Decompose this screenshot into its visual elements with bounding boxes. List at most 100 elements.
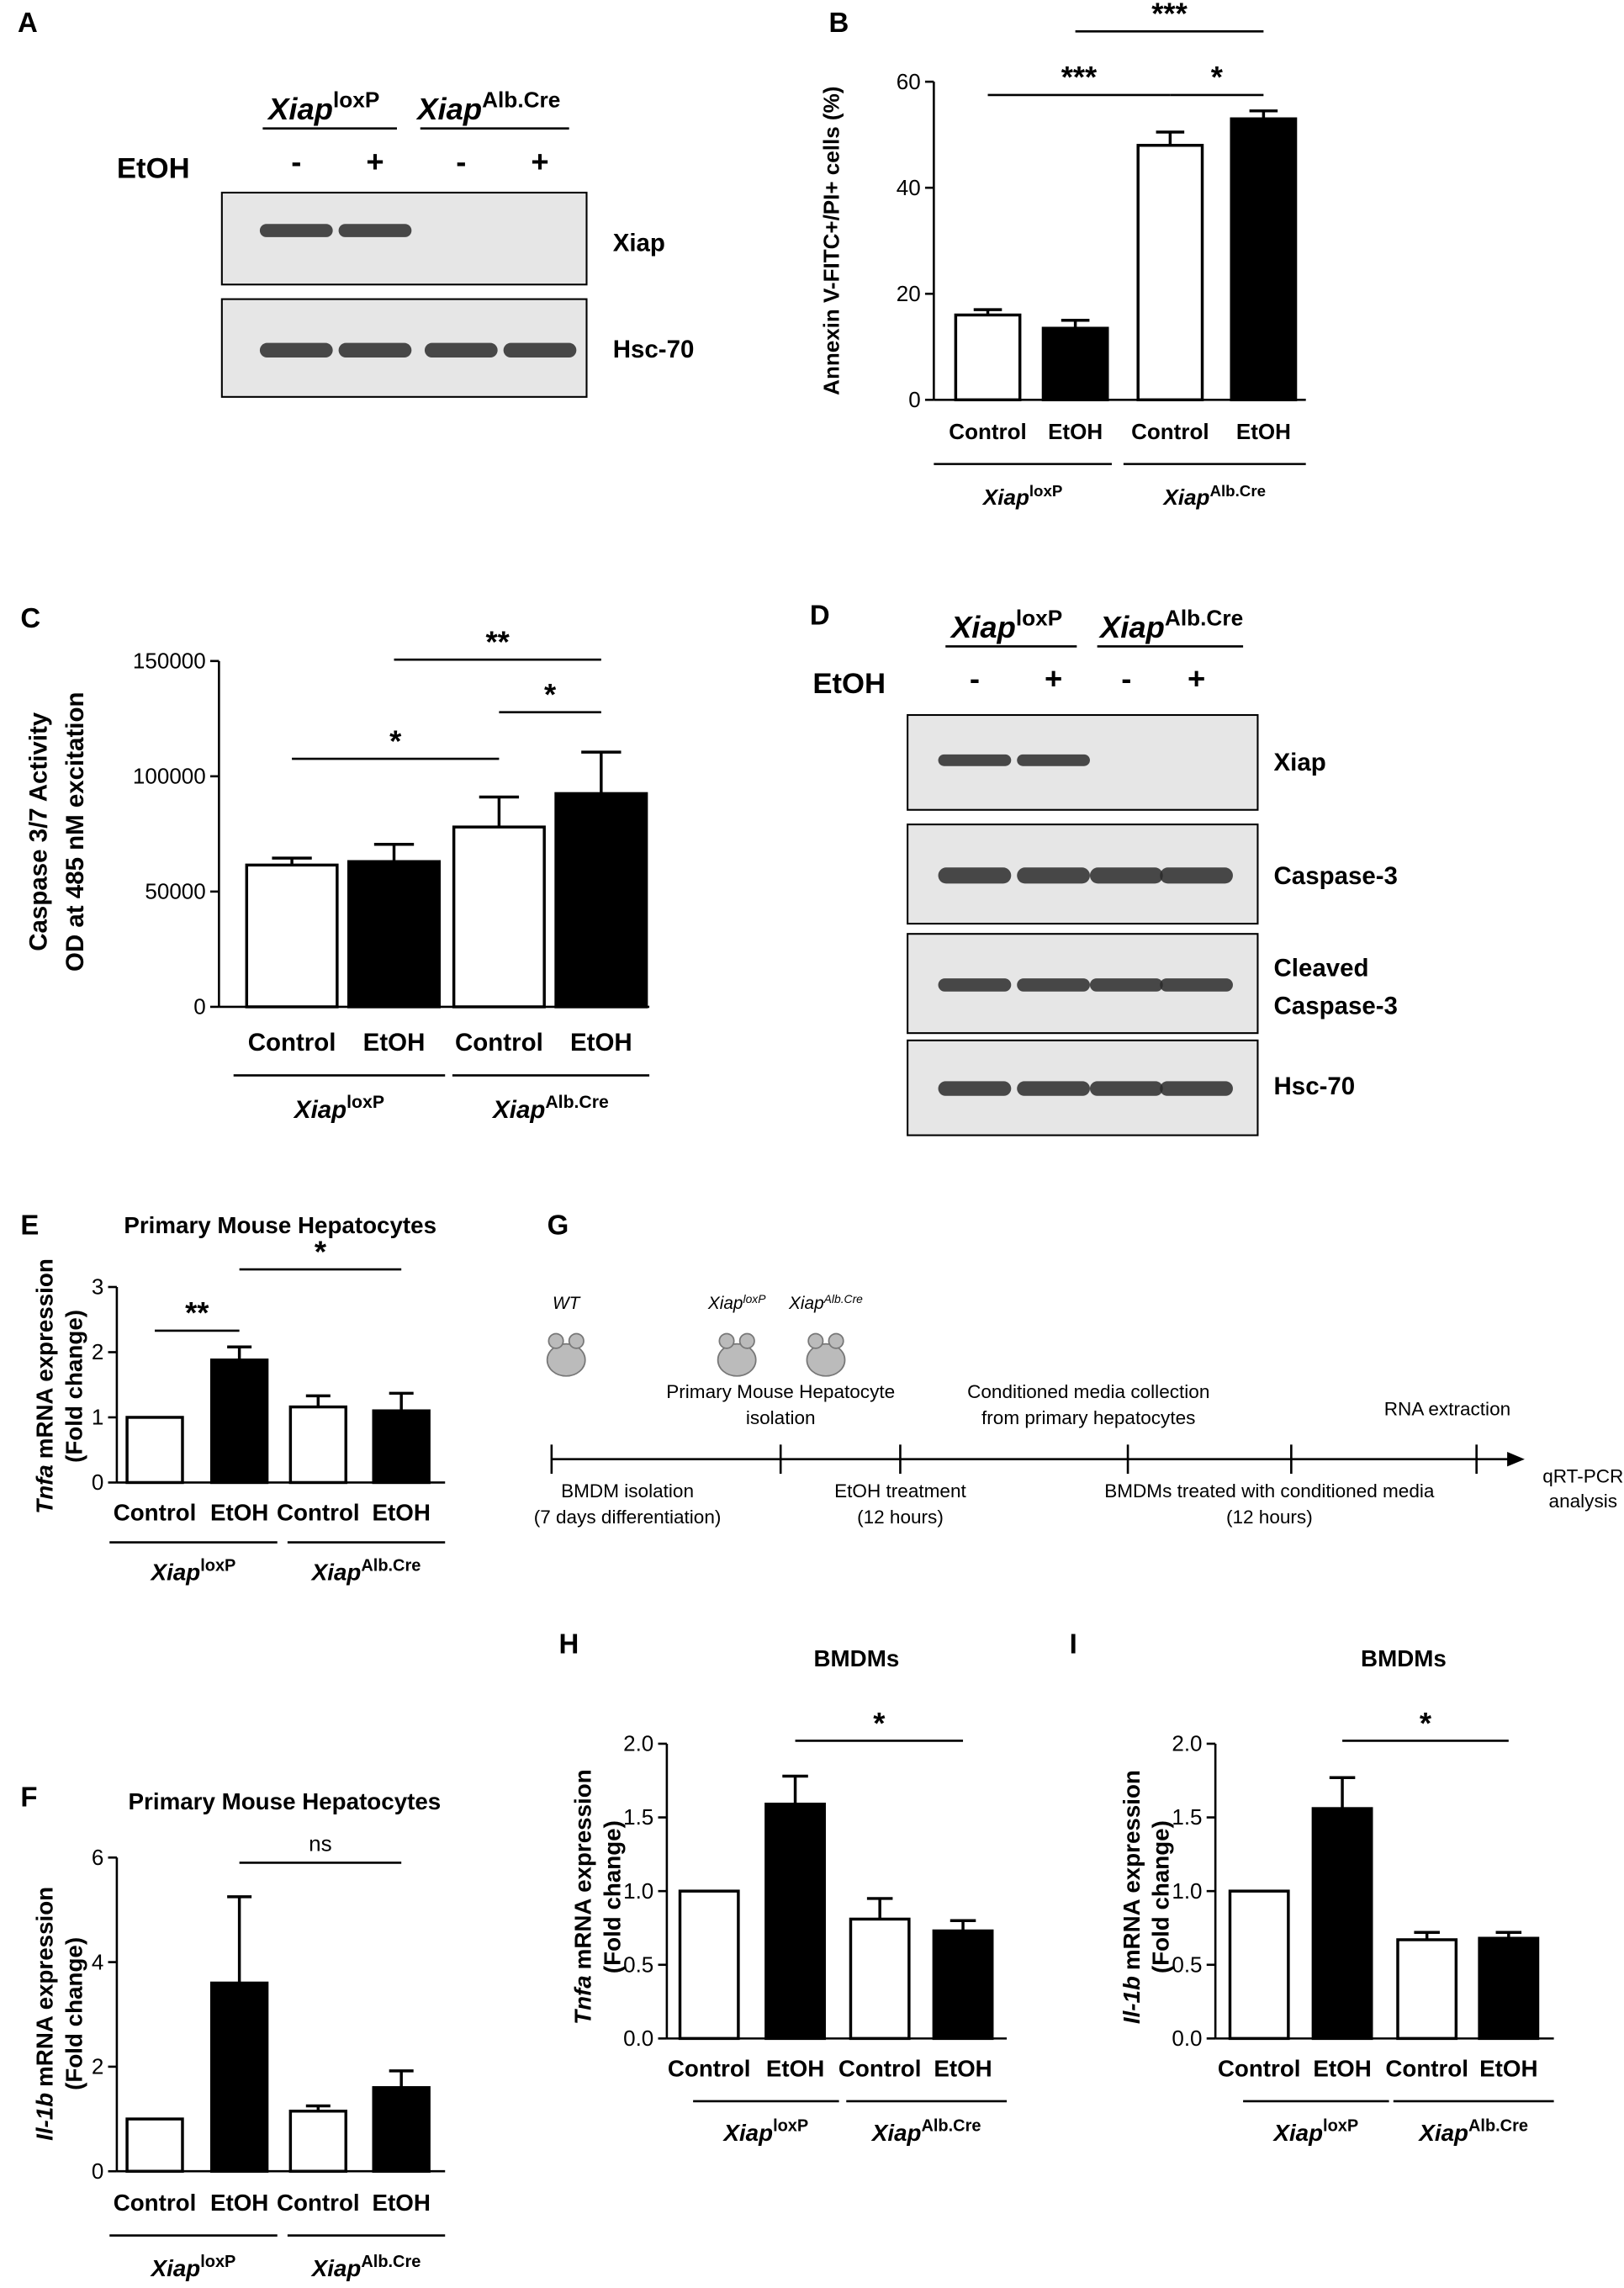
genotype-label: XiaploxP <box>950 605 1062 644</box>
timeline-arrow <box>1507 1452 1525 1467</box>
gene-superscript: Alb.Cre <box>1468 2117 1528 2136</box>
lane-label: + <box>366 145 384 179</box>
step-label: Conditioned media collection <box>967 1381 1209 1402</box>
blot-band <box>1017 978 1090 992</box>
panel-letter: H <box>559 1628 579 1659</box>
end-label: analysis <box>1549 1491 1617 1512</box>
group-label: XiapAlb.Cre <box>310 1557 421 1586</box>
bar <box>1311 1807 1373 2041</box>
step-label: (12 hours) <box>857 1507 944 1528</box>
gene-name: Xiap <box>310 2255 362 2281</box>
step-label: from primary hepatocytes <box>981 1407 1195 1428</box>
lane-label: + <box>1188 661 1205 696</box>
gene-name: Xiap <box>950 610 1016 644</box>
blot-band <box>938 867 1012 884</box>
gene-name: Xiap <box>1272 2120 1323 2146</box>
step-label: Primary Mouse Hepatocyte <box>666 1381 895 1402</box>
y-tick-label: 0 <box>92 1470 103 1495</box>
y-tick-label: 2.0 <box>1172 1731 1202 1756</box>
gene-name: Xiap <box>1162 485 1210 510</box>
x-tick-label: EtOH <box>1313 2055 1371 2081</box>
blot-band <box>938 754 1012 766</box>
y-axis-text: (Fold change) <box>1148 1820 1174 1973</box>
y-axis-text: mRNA expression <box>32 1887 58 2087</box>
group-label: XiaploxP <box>150 1557 236 1586</box>
blot-band <box>1160 867 1233 884</box>
significance-label: *** <box>1061 60 1098 94</box>
gene-superscript: loxP <box>1029 482 1063 500</box>
row-label: Xiap <box>613 229 665 257</box>
x-tick-label: EtOH <box>1048 419 1103 444</box>
blot-band <box>938 978 1012 992</box>
bar <box>1478 1936 1540 2041</box>
bar <box>372 2086 431 2173</box>
significance-label: * <box>389 723 402 758</box>
y-axis-label: Caspase 3/7 Activity <box>25 712 53 951</box>
x-tick-label: Control <box>248 1029 336 1057</box>
panel-letter: I <box>1070 1628 1077 1659</box>
gene-superscript: loxP <box>1323 2117 1358 2136</box>
bar <box>209 1358 269 1485</box>
panel-letter: E <box>20 1210 39 1241</box>
panel-letter: D <box>810 599 830 630</box>
y-tick-label: 0 <box>193 994 205 1020</box>
panel-letter: C <box>20 602 40 633</box>
panel-letter: A <box>18 7 38 38</box>
x-tick-label: Control <box>1218 2055 1301 2081</box>
row-label: Caspase-3 <box>1274 862 1398 890</box>
group-label: XiapAlb.Cre <box>491 1093 609 1124</box>
y-tick-label: 0 <box>908 387 920 412</box>
blot-panel <box>220 191 588 286</box>
step-label: RNA extraction <box>1384 1399 1510 1420</box>
row-label: Caspase-3 <box>1274 993 1398 1020</box>
row-label: Cleaved <box>1274 955 1369 982</box>
gene-superscript: Alb.Cre <box>1209 482 1266 500</box>
chart-title: BMDMs <box>814 1645 900 1671</box>
significance-label: ns <box>309 1831 331 1856</box>
bar <box>452 825 546 1009</box>
blot-band <box>1017 1081 1090 1096</box>
gene-name: Xiap <box>293 1096 346 1124</box>
bar <box>1230 117 1298 402</box>
group-label: XiapAlb.Cre <box>1417 2117 1528 2146</box>
y-tick-label: 3 <box>92 1274 103 1300</box>
y-tick-label: 2 <box>92 1339 103 1364</box>
step-label: BMDMs treated with conditioned media <box>1104 1480 1435 1502</box>
y-axis-gene: Il-1b <box>1119 1976 1145 2024</box>
significance-label: * <box>544 677 557 712</box>
gene-name: Xiap <box>981 485 1029 510</box>
y-tick-label: 4 <box>92 1949 103 1974</box>
blot-band <box>1017 754 1090 766</box>
gene-name: Xiap <box>267 92 333 126</box>
gene-superscript: loxP <box>333 87 379 113</box>
y-axis-text: mRNA expression <box>570 1769 596 1969</box>
mouse-ear <box>807 1332 824 1349</box>
x-tick-label: EtOH <box>363 1029 426 1057</box>
y-axis-text: Annexin V-FITC+/PI+ cells (%) <box>819 87 844 395</box>
y-axis-label: Annexin V-FITC+/PI+ cells (%) <box>819 87 844 395</box>
mouse-name: Xiap <box>707 1294 743 1313</box>
step-label: EtOH treatment <box>834 1480 966 1502</box>
blot-band <box>1160 1081 1233 1096</box>
mouse-superscript: loxP <box>743 1292 766 1306</box>
blot-band <box>338 224 412 237</box>
step-label: (7 days differentiation) <box>534 1507 722 1528</box>
bar <box>1396 1938 1458 2041</box>
y-tick-label: 40 <box>897 175 921 200</box>
y-tick-label: 2 <box>92 2054 103 2079</box>
mouse-label: WT <box>553 1294 581 1313</box>
x-tick-label: EtOH <box>1236 419 1291 444</box>
y-tick-label: 2.0 <box>623 1731 653 1756</box>
gene-superscript: Alb.Cre <box>361 1557 421 1576</box>
blot-band <box>1089 867 1163 884</box>
y-axis-label: Tnfa mRNA expression <box>32 1258 58 1514</box>
y-axis-text: (Fold change) <box>61 1310 87 1463</box>
x-tick-label: Control <box>277 2190 360 2216</box>
y-axis-gene: Tnfa <box>570 1975 596 2025</box>
lane-label: - <box>1121 661 1131 696</box>
panel-letter: F <box>20 1782 37 1813</box>
gene-superscript: Alb.Cre <box>545 1093 609 1112</box>
y-axis-label: (Fold change) <box>61 1310 87 1463</box>
gene-name: Xiap <box>150 2255 201 2281</box>
